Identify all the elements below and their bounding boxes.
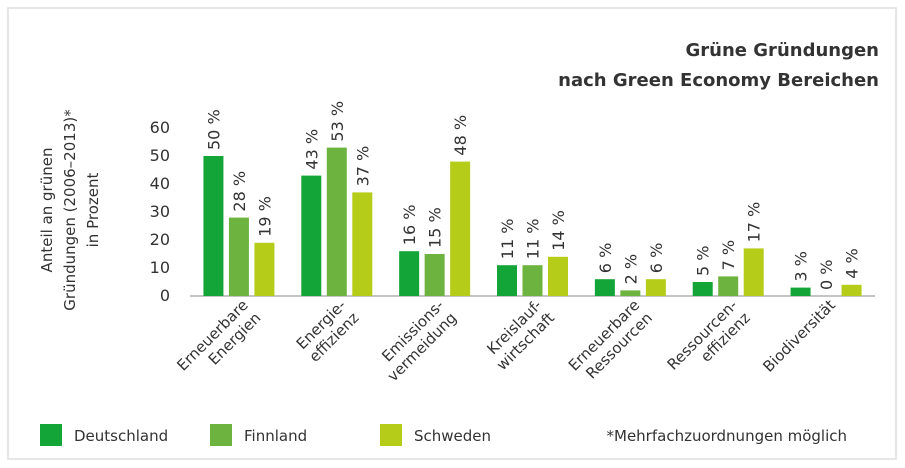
- bar: [254, 242, 275, 296]
- y-tick-label: 50: [150, 146, 170, 165]
- value-label: 15 %: [426, 207, 445, 248]
- bar: [352, 192, 373, 296]
- y-axis-label: in Prozent: [84, 173, 102, 248]
- bar: [743, 248, 764, 296]
- footnote: *Mehrfachzuordnungen möglich: [607, 427, 848, 445]
- legend-swatch: [210, 424, 232, 446]
- bar: [841, 284, 862, 296]
- bar: [203, 156, 224, 296]
- bar: [790, 287, 811, 296]
- bar: [594, 279, 615, 296]
- bar: [424, 254, 445, 296]
- value-label: 50 %: [204, 109, 223, 150]
- value-label: 53 %: [328, 101, 347, 142]
- legend-label: Deutschland: [74, 427, 168, 445]
- bar: [450, 161, 471, 296]
- bar: [548, 256, 568, 296]
- bar: [620, 290, 641, 296]
- value-label: 19 %: [255, 196, 274, 237]
- value-label: 6 %: [647, 243, 666, 273]
- bar: [692, 282, 713, 296]
- y-tick-label: 10: [150, 258, 170, 277]
- y-tick-label: 20: [150, 230, 170, 249]
- bar: [522, 265, 543, 296]
- value-label: 3 %: [792, 251, 811, 281]
- value-label: 16 %: [400, 205, 419, 246]
- value-label: 2 %: [621, 254, 640, 284]
- value-label: 37 %: [353, 146, 372, 187]
- y-tick-label: 40: [150, 174, 170, 193]
- value-label: 11 %: [524, 219, 543, 260]
- value-label: 5 %: [694, 246, 713, 276]
- value-label: 48 %: [451, 115, 470, 156]
- value-label: 0 %: [817, 260, 836, 290]
- y-tick-label: 60: [150, 118, 170, 137]
- value-label: 28 %: [230, 171, 249, 212]
- legend-label: Schweden: [414, 427, 491, 445]
- bar: [399, 251, 420, 296]
- y-axis-label: Anteil an grünen: [38, 148, 56, 273]
- value-label: 4 %: [843, 248, 862, 278]
- value-label: 11 %: [498, 219, 517, 260]
- bar: [326, 147, 347, 296]
- legend-label: Finnland: [244, 427, 307, 445]
- legend-swatch: [380, 424, 402, 446]
- y-axis-label: Gründungen (2006–2013)*: [61, 109, 79, 311]
- chart-title: nach Green Economy Bereichen: [558, 70, 879, 91]
- value-label: 17 %: [745, 202, 764, 243]
- bar: [301, 175, 322, 296]
- bar: [228, 217, 249, 296]
- bar: [497, 265, 517, 296]
- y-tick-label: 30: [150, 202, 170, 221]
- y-tick-label: 0: [160, 286, 170, 305]
- legend-swatch: [40, 424, 62, 446]
- chart-title: Grüne Gründungen: [686, 40, 879, 61]
- value-label: 43 %: [302, 129, 321, 170]
- bar: [645, 279, 666, 296]
- value-label: 6 %: [596, 243, 615, 273]
- value-label: 14 %: [549, 210, 568, 251]
- value-label: 7 %: [719, 240, 738, 270]
- bar: [718, 276, 739, 296]
